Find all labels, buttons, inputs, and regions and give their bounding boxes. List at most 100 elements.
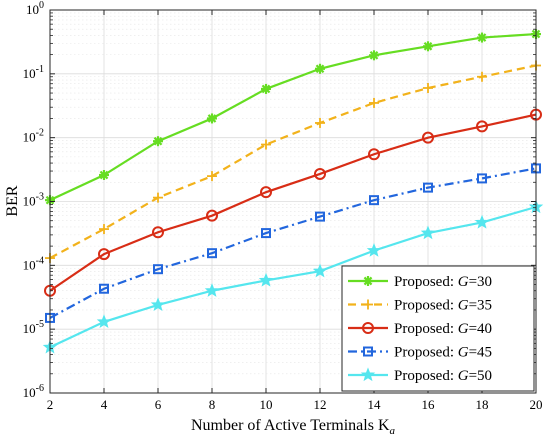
marker-circle [314, 167, 326, 180]
legend-entry: Proposed: G=30 [348, 274, 492, 290]
y-tick-label: 10-5 [23, 319, 44, 336]
data-point-marker-square [153, 264, 163, 275]
grid [49, 9, 537, 394]
ticks: 2 4 6 8 10 12 14 16 18 2010010-110-210-310-410-51… [23, 0, 543, 412]
y-tick-base: 10 [23, 257, 36, 272]
series-line [49, 113, 537, 292]
y-tick-label: 10-6 [23, 383, 44, 400]
data-point-marker-plus [153, 192, 163, 203]
data-point-marker-star [96, 314, 112, 329]
data-point-marker-plus [363, 299, 373, 310]
data-point-marker-asterisk [477, 32, 487, 43]
data-point-marker-square [207, 248, 217, 259]
marker-square [363, 346, 373, 357]
legend-entry: Proposed: G=45 [348, 345, 492, 361]
series-layer [42, 29, 544, 354]
legend-label-value: =50 [469, 368, 492, 384]
data-point-marker-plus [99, 224, 109, 235]
marker-circle [260, 186, 272, 199]
data-point-marker-asterisk [423, 41, 433, 52]
legend-label-prefix: Proposed: [394, 345, 458, 361]
marker-star [312, 263, 328, 278]
y-tick-exponent: -5 [36, 319, 44, 330]
marker-star [150, 297, 166, 312]
data-point-marker-square [315, 211, 325, 222]
x-tick-label: 6 [155, 397, 162, 412]
legend-entry: Proposed: G=40 [348, 321, 492, 337]
marker-circle [422, 131, 434, 144]
data-point-marker-circle [260, 186, 272, 199]
marker-circle [98, 248, 110, 261]
data-point-marker-star [258, 272, 274, 287]
y-tick-base: 10 [23, 66, 36, 81]
data-point-marker-star [366, 243, 382, 257]
legend-label-variable: G [458, 368, 469, 384]
marker-square [423, 182, 433, 193]
marker-square [153, 264, 163, 275]
data-point-marker-asterisk [261, 83, 271, 94]
data-point-marker-square [369, 195, 379, 206]
legend-entry: Proposed: G=50 [348, 367, 492, 384]
legend-label-value: =35 [469, 298, 492, 314]
y-tick-exponent: -1 [36, 64, 44, 75]
legend-label-prefix: Proposed: [394, 298, 458, 314]
data-point-marker-plus [207, 171, 217, 182]
x-tick-label: 18 [476, 397, 489, 412]
y-tick-base: 10 [26, 2, 39, 17]
legend-label-prefix: Proposed: [394, 321, 458, 337]
legend-label-prefix: Proposed: [394, 274, 458, 290]
data-point-marker-star [420, 225, 436, 240]
marker-square [207, 248, 217, 259]
series-line [49, 167, 537, 319]
data-point-marker-square [477, 173, 487, 184]
data-point-marker-circle [362, 322, 374, 334]
data-point-marker-plus [261, 139, 271, 150]
data-point-marker-plus [369, 97, 379, 108]
data-point-marker-star [204, 283, 220, 297]
y-tick-label: 10-4 [23, 255, 44, 272]
data-point-marker-circle [476, 120, 488, 133]
legend-label: Proposed: G=30 [394, 274, 492, 290]
legend-label-prefix: Proposed: [394, 368, 458, 384]
x-tick-label: 16 [422, 397, 436, 412]
x-tick-label: 14 [368, 397, 382, 412]
series-g30 [45, 29, 541, 206]
marker-asterisk-arm [477, 33, 487, 42]
y-tick-exponent: 0 [39, 0, 44, 11]
series-g40 [44, 108, 542, 297]
x-tick-label: 20 [530, 397, 543, 412]
data-point-marker-circle [152, 226, 164, 239]
series-line [49, 64, 537, 260]
y-tick-label: 10-1 [23, 64, 44, 81]
y-axis-label: BER [4, 185, 21, 216]
marker-square [369, 195, 379, 206]
marker-asterisk-arm [369, 51, 379, 60]
data-point-marker-circle [98, 248, 110, 261]
x-tick-label: 2 [47, 397, 54, 412]
marker-circle [368, 148, 380, 161]
data-point-marker-star [360, 367, 376, 382]
y-tick-exponent: -3 [36, 192, 44, 203]
marker-asterisk-arm [99, 170, 109, 180]
y-tick-base: 10 [23, 130, 36, 145]
legend-label-value: =30 [469, 274, 492, 290]
y-tick-base: 10 [23, 321, 36, 336]
data-point-marker-asterisk [369, 50, 379, 61]
marker-star [360, 367, 376, 382]
legend-label: Proposed: G=45 [394, 345, 492, 361]
x-axis-label-subscript: a [390, 425, 396, 435]
data-point-marker-asterisk [315, 63, 325, 74]
x-tick-label: 8 [209, 397, 216, 412]
data-point-marker-circle [206, 209, 218, 222]
data-point-marker-square [261, 228, 271, 239]
marker-square [99, 283, 109, 294]
marker-square [315, 211, 325, 222]
data-point-marker-asterisk [153, 136, 163, 147]
data-point-marker-asterisk [207, 113, 217, 124]
data-point-marker-circle [422, 131, 434, 144]
data-point-marker-asterisk [363, 276, 373, 286]
marker-star [420, 225, 436, 240]
x-tick-label: 4 [101, 397, 108, 412]
data-point-marker-star [474, 214, 490, 229]
marker-asterisk-arm [261, 84, 271, 94]
